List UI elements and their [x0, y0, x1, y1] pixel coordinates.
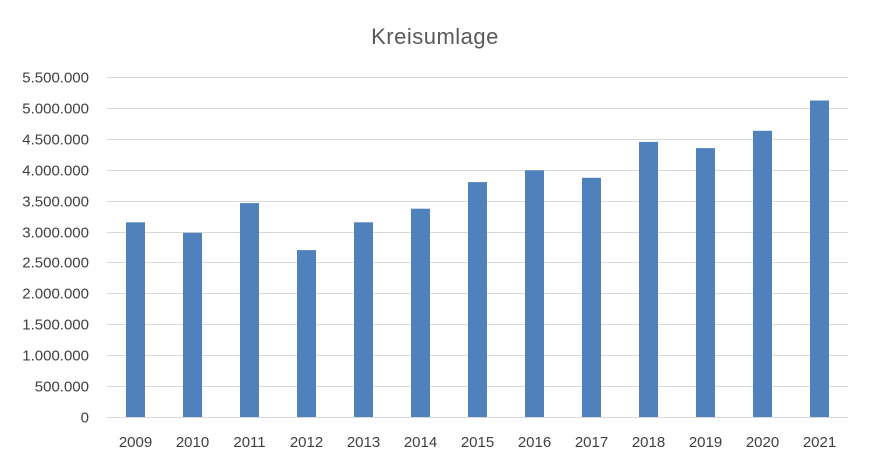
x-tick-label: 2018	[632, 434, 665, 451]
x-tick-label: 2021	[803, 434, 836, 451]
x-tick-label: 2020	[746, 434, 779, 451]
y-tick-label: 2.500.000	[22, 255, 89, 272]
bar-2012	[297, 250, 316, 417]
bar-2017	[582, 177, 601, 417]
x-tick-label: 2015	[461, 434, 494, 451]
bar-2019	[696, 148, 715, 417]
bar-2011	[240, 203, 259, 417]
x-tick-label: 2010	[176, 434, 209, 451]
y-tick-label: 1.500.000	[22, 317, 89, 334]
y-tick-label: 1.000.000	[22, 348, 89, 365]
x-tick-label: 2013	[347, 434, 380, 451]
bar-2009	[126, 222, 145, 417]
y-tick-label: 4.500.000	[22, 132, 89, 149]
bar-2015	[468, 182, 487, 417]
bar-2010	[183, 232, 202, 417]
x-tick-label: 2016	[518, 434, 551, 451]
x-tick-label: 2012	[290, 434, 323, 451]
y-tick-label: 4.000.000	[22, 163, 89, 180]
y-tick-label: 5.000.000	[22, 101, 89, 118]
y-tick-label: 5.500.000	[22, 70, 89, 87]
y-tick-label: 500.000	[35, 379, 89, 396]
bar-2014	[411, 208, 430, 417]
y-axis-tick-labels: 0 500.000 1.000.000 1.500.000 2.000.000 2.500…	[22, 70, 89, 427]
x-tick-label: 2011	[233, 434, 265, 451]
bar-2021	[810, 100, 829, 417]
bar-2013	[354, 222, 373, 417]
x-tick-label: 2017	[575, 434, 608, 451]
x-axis-tick-labels: 2009 2010 2011 2012 2013 2014 2015 2016 2017 2018…	[119, 434, 836, 451]
x-tick-label: 2019	[689, 434, 722, 451]
bar-series	[126, 100, 829, 418]
x-tick-label: 2009	[119, 434, 152, 451]
x-tick-label: 2014	[404, 434, 437, 451]
y-tick-label: 3.500.000	[22, 194, 89, 211]
chart-title: Kreisumlage	[371, 24, 499, 49]
y-tick-label: 0	[81, 410, 89, 427]
bar-2020	[753, 130, 772, 418]
y-tick-label: 2.000.000	[22, 286, 89, 303]
y-tick-label: 3.000.000	[22, 225, 89, 242]
bar-2018	[639, 141, 658, 417]
bar-2016	[525, 170, 544, 417]
